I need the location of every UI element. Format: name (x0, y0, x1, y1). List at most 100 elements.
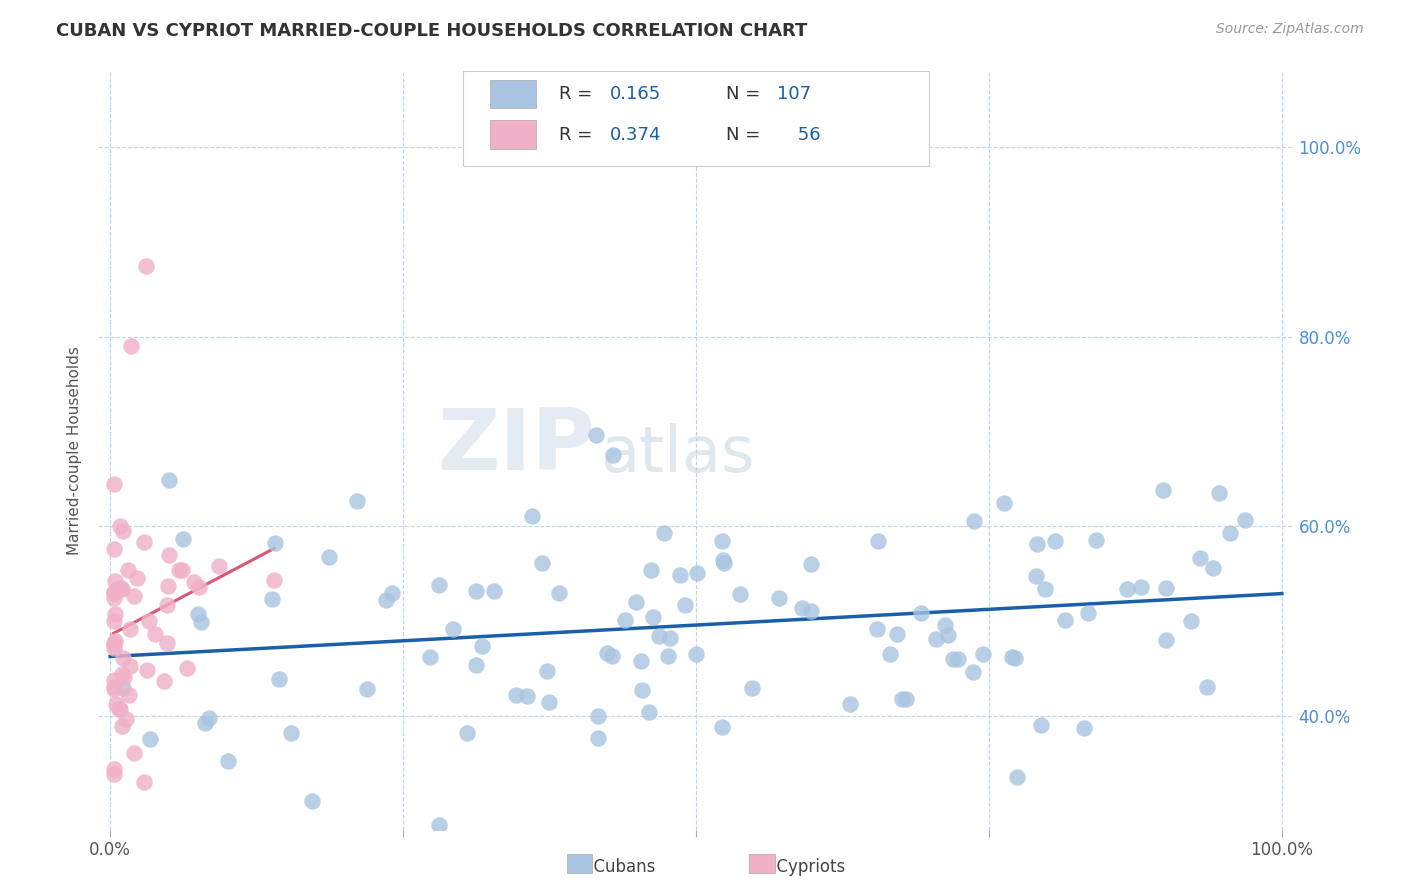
Point (103, 542, 125, 557)
Point (668, 568, 690, 582)
Point (103, 591, 125, 606)
Point (652, 525, 675, 540)
Point (110, 581, 132, 595)
Point (112, 524, 135, 538)
Point (713, 556, 735, 570)
Text: atlas: atlas (600, 423, 755, 485)
Point (1025, 537, 1047, 551)
Point (710, 533, 733, 548)
Point (1077, 606, 1099, 620)
Point (614, 613, 637, 627)
Point (139, 731, 162, 746)
Point (120, 622, 142, 636)
Point (263, 573, 285, 587)
Point (516, 689, 538, 703)
Point (1154, 582, 1177, 596)
Point (135, 259, 157, 273)
Point (111, 651, 134, 665)
FancyBboxPatch shape (567, 854, 592, 873)
Point (585, 428, 607, 442)
Point (638, 705, 661, 719)
Point (1025, 569, 1047, 583)
Point (208, 559, 231, 574)
Point (536, 664, 558, 678)
Point (465, 584, 488, 599)
Point (157, 473, 180, 487)
Point (153, 674, 176, 689)
Point (110, 519, 132, 533)
Point (190, 615, 212, 629)
Point (1202, 561, 1225, 575)
Point (894, 691, 917, 706)
Point (643, 609, 665, 624)
Point (112, 670, 135, 684)
Point (103, 584, 125, 599)
Point (103, 586, 125, 600)
Point (381, 586, 404, 600)
Text: N =: N = (725, 126, 766, 144)
Point (115, 712, 138, 726)
Point (673, 599, 696, 613)
Point (217, 754, 239, 768)
Point (157, 548, 180, 562)
Point (1152, 483, 1174, 497)
Point (143, 627, 166, 641)
Point (138, 614, 160, 628)
Point (188, 580, 211, 594)
Point (600, 648, 623, 663)
Point (711, 720, 734, 734)
Point (946, 651, 969, 665)
Point (1189, 550, 1212, 565)
Point (104, 633, 127, 648)
Point (262, 592, 284, 607)
Point (103, 762, 125, 776)
Point (741, 681, 763, 696)
Point (1053, 613, 1076, 627)
Point (659, 631, 682, 645)
Text: Cypriots: Cypriots (766, 858, 845, 876)
Point (910, 606, 932, 620)
Text: 107: 107 (778, 85, 811, 103)
FancyBboxPatch shape (491, 79, 536, 108)
Point (548, 586, 571, 600)
Point (686, 566, 709, 580)
Point (134, 775, 156, 789)
Point (800, 604, 823, 618)
Point (866, 622, 889, 636)
Point (839, 698, 862, 712)
Point (962, 665, 984, 680)
Point (103, 477, 125, 491)
Point (427, 818, 450, 832)
Point (198, 711, 221, 725)
Point (456, 726, 478, 740)
Point (465, 657, 488, 672)
Point (596, 646, 619, 660)
Point (471, 640, 494, 654)
Point (346, 494, 368, 508)
Text: CUBAN VS CYPRIOT MARRIED-COUPLE HOUSEHOLDS CORRELATION CHART: CUBAN VS CYPRIOT MARRIED-COUPLE HOUSEHOL… (56, 22, 807, 40)
Point (973, 647, 995, 661)
Point (104, 607, 127, 621)
Point (122, 589, 145, 603)
Point (1208, 486, 1230, 500)
Point (792, 601, 814, 615)
Point (1180, 614, 1202, 628)
Point (1004, 650, 1026, 665)
Text: Cubans: Cubans (583, 858, 655, 876)
Text: 0.165: 0.165 (610, 85, 661, 103)
Point (1116, 582, 1139, 596)
Point (125, 570, 148, 584)
Point (886, 626, 908, 640)
Point (1233, 513, 1256, 527)
Point (170, 563, 193, 577)
Point (1043, 534, 1066, 549)
Point (505, 688, 527, 702)
Point (104, 574, 127, 588)
Point (194, 716, 217, 731)
Point (103, 638, 125, 652)
Point (640, 563, 662, 577)
Point (103, 681, 125, 696)
Point (1029, 718, 1052, 732)
Point (588, 731, 610, 745)
Point (1156, 632, 1178, 647)
